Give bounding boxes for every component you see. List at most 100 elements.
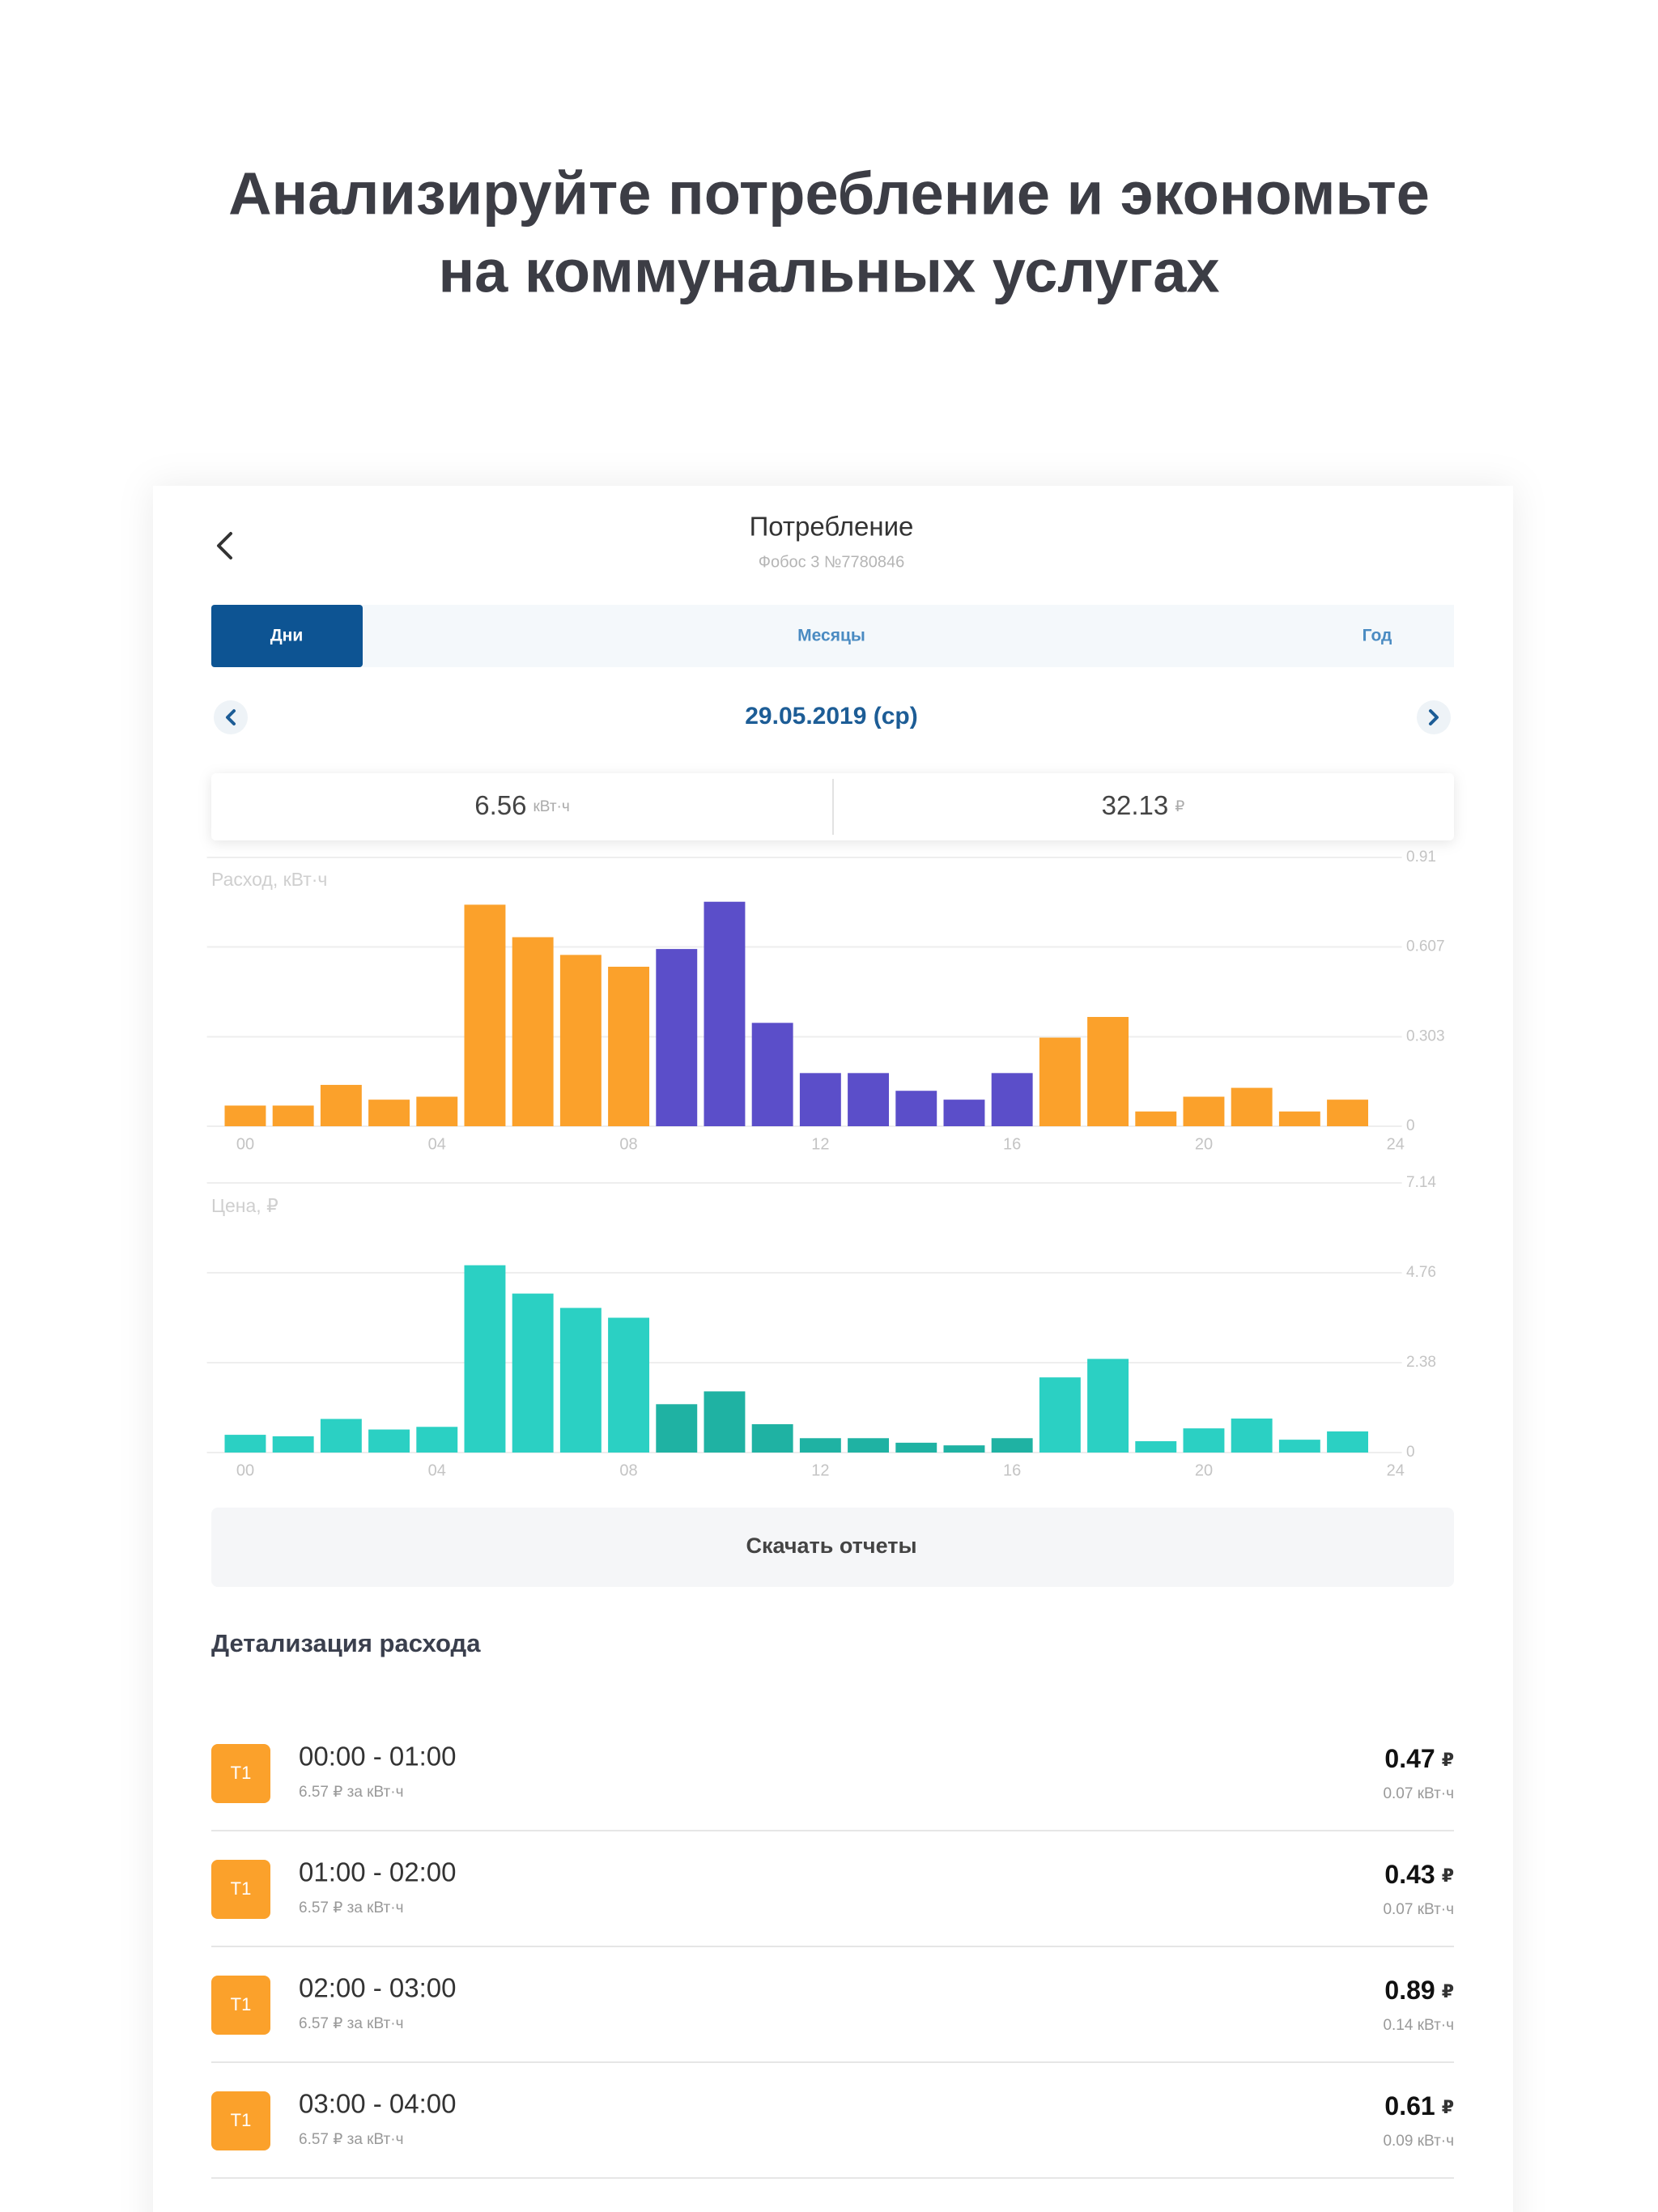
rate: 6.57 ₽ за кВт·ч xyxy=(299,1899,403,1916)
y-tick-label: 0.91 xyxy=(1406,849,1436,866)
summary-value: 6.56 xyxy=(474,790,526,820)
bar xyxy=(848,1073,890,1126)
cost: 0.89 ₽ xyxy=(1384,1976,1454,2005)
bar xyxy=(368,1429,410,1453)
bar xyxy=(991,1438,1033,1453)
headline: на коммунальных услугах xyxy=(438,238,1219,305)
y-tick-label: 0.303 xyxy=(1406,1027,1445,1044)
cost-value: 0.61 xyxy=(1384,2091,1435,2121)
tariff-label: T1 xyxy=(231,1994,252,2014)
bar xyxy=(608,966,650,1126)
tariff-label: T1 xyxy=(231,1878,252,1899)
bar xyxy=(1231,1087,1273,1126)
cost-currency: ₽ xyxy=(1442,2097,1454,2117)
details-list: T1 00:00 - 01:00 6.57 ₽ за кВт·ч 0.47 ₽0.07 … xyxy=(211,1742,1454,2179)
bar xyxy=(1183,1096,1225,1126)
rate: 6.57 ₽ за кВт·ч xyxy=(299,2015,403,2032)
bar xyxy=(1278,1440,1320,1453)
bar xyxy=(224,1435,266,1453)
bar xyxy=(512,1293,554,1453)
usage: 0.14 кВт·ч xyxy=(1383,2017,1454,2034)
bar xyxy=(1135,1111,1177,1126)
tab[interactable]: Дни xyxy=(270,627,304,645)
period: 02:00 - 03:00 xyxy=(299,1973,457,2003)
x-tick-label: 12 xyxy=(811,1461,829,1479)
x-tick-label: 08 xyxy=(619,1461,637,1479)
bar xyxy=(464,904,506,1126)
bar xyxy=(368,1100,410,1126)
period: 03:00 - 04:00 xyxy=(299,2089,457,2119)
x-tick-label: 00 xyxy=(236,1461,254,1479)
tab[interactable]: Год xyxy=(1363,627,1392,645)
tab-active[interactable] xyxy=(211,605,363,667)
bar xyxy=(943,1445,985,1453)
download-label: Скачать отчеты xyxy=(746,1534,916,1558)
prev-icon xyxy=(226,709,236,725)
period: 00:00 - 01:00 xyxy=(299,1742,457,1772)
bar xyxy=(1087,1359,1129,1453)
date: 29.05.2019 (ср) xyxy=(745,703,917,730)
bar xyxy=(320,1419,362,1453)
bar xyxy=(704,1391,746,1453)
chart-title: Цена, ₽ xyxy=(211,1195,278,1216)
usage: 0.07 кВт·ч xyxy=(1383,1785,1454,1802)
x-tick-label: 04 xyxy=(428,1135,446,1153)
bar xyxy=(416,1427,458,1453)
x-tick-label: 04 xyxy=(428,1461,446,1479)
period: 01:00 - 02:00 xyxy=(299,1857,457,1887)
prev-date[interactable] xyxy=(214,700,248,734)
bar xyxy=(1039,1377,1081,1453)
next-date[interactable] xyxy=(1417,700,1451,734)
headline: Анализируйте потребление и экономьте xyxy=(228,160,1430,228)
rate: 6.57 ₽ за кВт·ч xyxy=(299,2131,403,2148)
x-tick-label: 00 xyxy=(236,1135,254,1153)
summary-value: 32.13 xyxy=(1102,790,1169,820)
cost: 0.61 ₽ xyxy=(1384,2091,1454,2121)
bar xyxy=(848,1438,890,1453)
cost-currency: ₽ xyxy=(1442,1865,1454,1886)
screen-title: Потребление xyxy=(750,512,914,542)
bar xyxy=(895,1091,937,1126)
bar xyxy=(608,1317,650,1453)
bar xyxy=(1039,1037,1081,1126)
tariff-badge xyxy=(211,1860,270,1919)
bar xyxy=(1135,1441,1177,1453)
cost-currency: ₽ xyxy=(1442,1981,1454,2001)
bar xyxy=(943,1100,985,1126)
summary-item: 32.13 ₽ xyxy=(1102,790,1185,820)
x-tick-label: 20 xyxy=(1195,1135,1213,1153)
bar xyxy=(656,1404,698,1453)
x-tick-label: 08 xyxy=(619,1135,637,1153)
back-button[interactable] xyxy=(217,532,232,559)
download-button[interactable] xyxy=(211,1508,1454,1587)
y-tick-label: 0 xyxy=(1406,1444,1415,1461)
bar xyxy=(656,949,698,1126)
bar xyxy=(1231,1419,1273,1453)
tab[interactable]: Месяцы xyxy=(797,627,865,645)
bar xyxy=(895,1442,937,1453)
rate: 6.57 ₽ за кВт·ч xyxy=(299,1784,403,1801)
screen-subtitle: Фобос 3 №7780846 xyxy=(759,553,904,571)
cost: 0.43 ₽ xyxy=(1384,1860,1454,1889)
tariff-label: T1 xyxy=(231,1763,252,1783)
bar xyxy=(512,937,554,1126)
summary-unit: ₽ xyxy=(1175,798,1184,815)
cost-value: 0.47 xyxy=(1384,1744,1435,1773)
bar xyxy=(751,1424,793,1453)
chart-title: Расход, кВт·ч xyxy=(211,869,327,890)
x-tick-label: 12 xyxy=(811,1135,829,1153)
bar xyxy=(704,901,746,1126)
tariff-badge xyxy=(211,1976,270,2035)
bar xyxy=(464,1265,506,1453)
bar xyxy=(416,1096,458,1126)
summary-unit: кВт·ч xyxy=(533,798,569,815)
cost: 0.47 ₽ xyxy=(1384,1744,1454,1773)
bar xyxy=(1327,1431,1369,1453)
app-card xyxy=(153,486,1513,2212)
y-tick-label: 2.38 xyxy=(1406,1354,1436,1371)
bar xyxy=(751,1023,793,1126)
next-icon xyxy=(1429,709,1439,725)
